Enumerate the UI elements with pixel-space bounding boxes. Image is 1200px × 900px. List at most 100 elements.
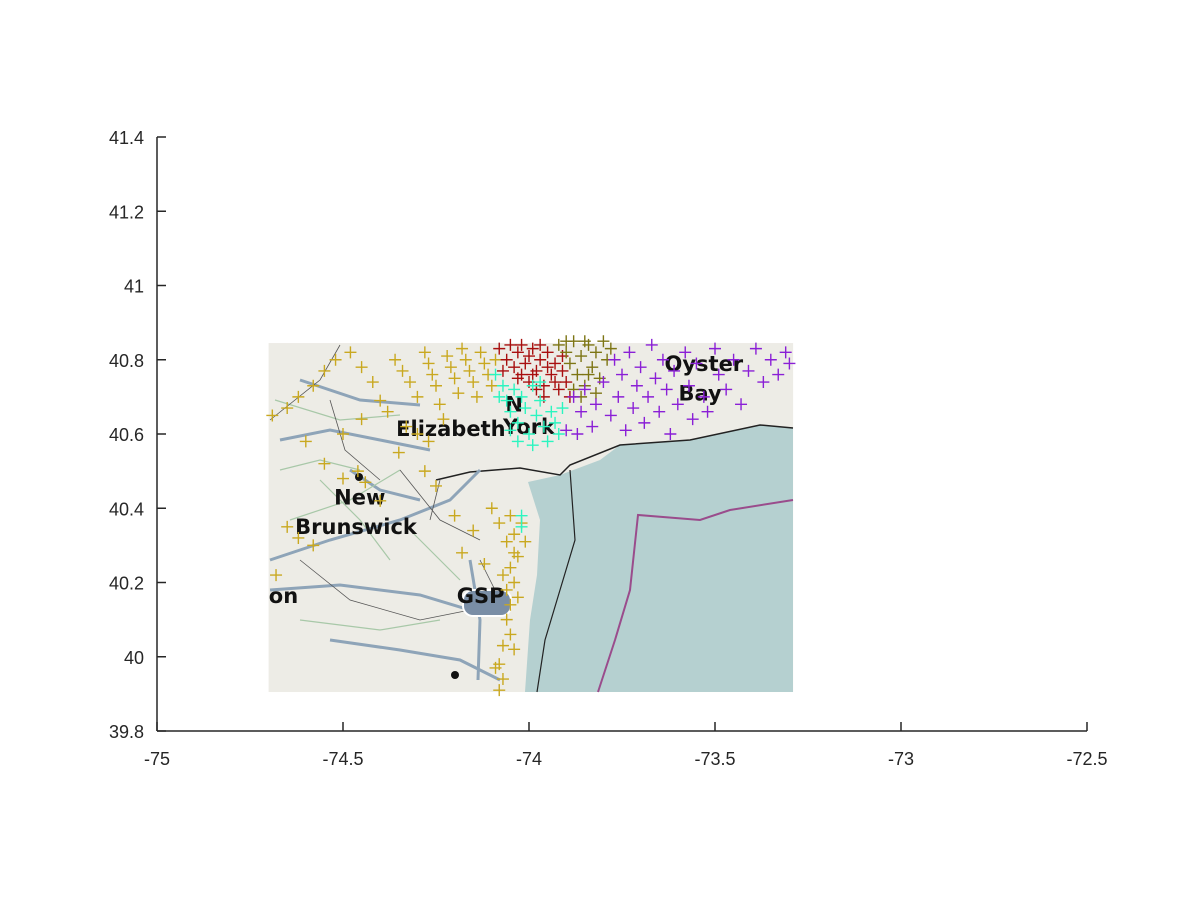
scatter-point — [351, 465, 364, 478]
map-ocean — [525, 425, 793, 692]
scatter-point — [381, 405, 394, 418]
scatter-point — [270, 569, 283, 582]
scatter-point — [519, 535, 532, 548]
scatter-point — [534, 338, 547, 351]
scatter-point — [403, 376, 416, 389]
scatter-point — [418, 346, 431, 359]
scatter-point — [556, 364, 569, 377]
scatter-point — [504, 598, 517, 611]
scatter-point — [448, 372, 461, 385]
scatter-point — [485, 379, 498, 392]
map-highway — [269, 378, 501, 682]
scatter-point — [727, 353, 740, 366]
scatter-point — [496, 379, 509, 392]
scatter-point — [337, 428, 349, 440]
scatter-point — [266, 409, 279, 422]
scatter-point — [366, 376, 379, 389]
map-place-label: Elizabeth — [396, 417, 505, 441]
scatter-point — [470, 390, 483, 403]
scatter-point — [686, 413, 699, 426]
scatter-point — [493, 342, 506, 355]
scatter-series — [489, 368, 569, 533]
map-place-label: Brunswick — [295, 515, 418, 539]
scatter-point — [560, 346, 573, 359]
scatter-point — [355, 361, 368, 374]
scatter-point — [619, 424, 632, 437]
y-tick-label: 40.6 — [109, 425, 144, 445]
scatter-point — [604, 409, 617, 422]
scatter-point — [504, 628, 517, 641]
scatter-point — [478, 357, 491, 370]
scatter-point — [504, 509, 517, 522]
scatter-point — [444, 361, 457, 374]
scatter-point — [653, 405, 666, 418]
scatter-point — [541, 361, 554, 374]
scatter-point — [426, 368, 439, 381]
scatter-point — [526, 379, 539, 392]
scatter-point — [515, 509, 528, 522]
scatter-point — [560, 424, 573, 437]
scatter-point — [478, 557, 491, 570]
scatter-point — [400, 420, 413, 433]
scatter-point — [422, 357, 435, 370]
y-tick-label: 41 — [124, 277, 144, 297]
scatter-series — [493, 338, 576, 403]
scatter-point — [519, 402, 532, 415]
scatter-point — [504, 338, 517, 351]
scatter-point — [456, 546, 469, 559]
scatter-point — [571, 428, 584, 440]
scatter-point — [496, 673, 509, 686]
scatter-point — [496, 364, 509, 377]
scatter-point — [742, 364, 755, 377]
scatter-point — [519, 357, 532, 370]
scatter-point — [541, 435, 554, 448]
scatter-point — [504, 424, 517, 437]
scatter-point — [508, 528, 521, 541]
scatter-point — [344, 346, 357, 359]
scatter-point — [418, 465, 431, 478]
scatter-point — [764, 353, 777, 366]
scatter-point — [649, 372, 662, 385]
map-place-label: GSP — [457, 584, 505, 608]
scatter-point — [682, 379, 695, 392]
map-water-boundary-2 — [597, 499, 794, 693]
y-tick-label: 40.8 — [109, 351, 144, 371]
scatter-point — [463, 364, 476, 377]
scatter-point — [552, 383, 565, 396]
map-water-boundary — [536, 469, 576, 693]
scatter-point — [627, 402, 640, 415]
scatter-point — [430, 379, 442, 392]
scatter-point — [515, 390, 528, 403]
y-tick-label: 40 — [124, 648, 144, 668]
scatter-point — [757, 376, 770, 389]
scatter-point — [500, 353, 513, 366]
scatter-point — [493, 684, 506, 697]
scatter-point — [337, 472, 349, 485]
scatter-point — [656, 353, 669, 366]
scatter-point — [523, 428, 535, 440]
scatter-point — [292, 390, 305, 403]
map-city-dot — [355, 473, 363, 481]
scatter-point — [459, 353, 472, 366]
scatter-point — [493, 390, 506, 403]
scatter-point — [359, 476, 372, 489]
scatter-point — [560, 335, 573, 348]
scatter-point — [671, 398, 684, 411]
scatter-point — [504, 561, 517, 574]
scatter-point — [578, 383, 591, 396]
scatter-point — [474, 346, 487, 359]
scatter-point — [575, 405, 588, 418]
scatter-point — [452, 387, 465, 400]
scatter-point — [511, 435, 524, 448]
scatter-point — [515, 338, 528, 351]
scatter-point — [560, 376, 573, 389]
scatter-point — [701, 405, 714, 418]
scatter-points — [266, 335, 796, 697]
scatter-point — [467, 524, 480, 537]
scatter-point — [500, 613, 513, 626]
map-city-dot — [451, 671, 459, 679]
scatter-point — [712, 368, 725, 381]
scatter-point — [534, 394, 547, 407]
axes: -75 -74.5 -74 -73.5 -73 -72.5 39.8 40 40.2 40.4 4… — [109, 128, 1108, 769]
